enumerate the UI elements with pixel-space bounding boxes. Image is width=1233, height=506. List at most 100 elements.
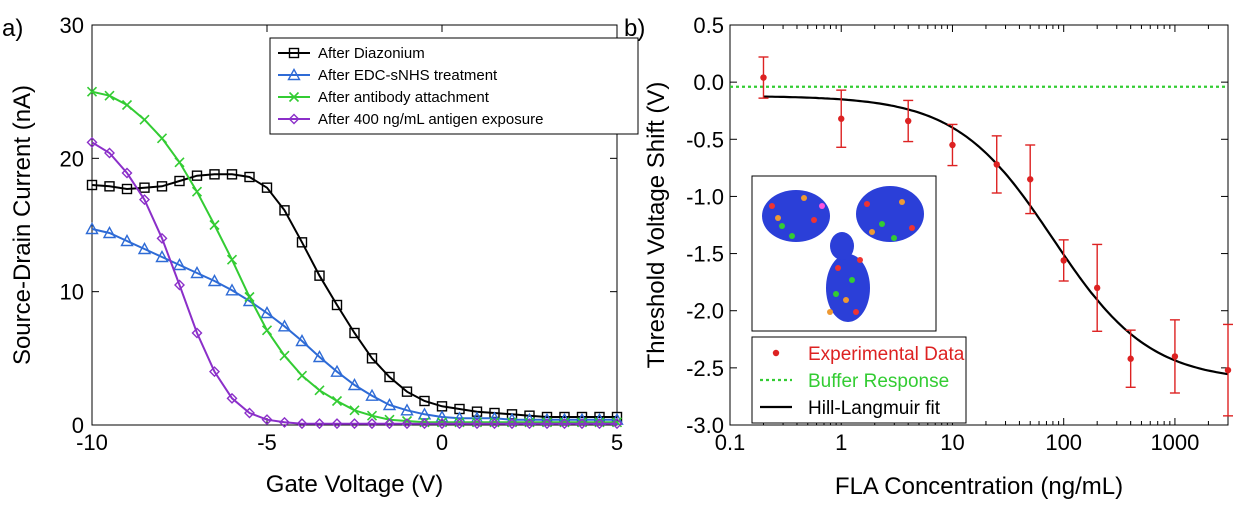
data-point-a (191, 327, 203, 339)
data-point-a (279, 205, 290, 216)
experimental-point (1025, 144, 1036, 215)
x-axis-label-b: FLA Concentration (ng/mL) (835, 473, 1123, 500)
data-point-a (104, 181, 115, 192)
y-tick-label-a: 20 (60, 146, 84, 171)
antibody-domain (856, 186, 924, 242)
antibody-residue (899, 199, 905, 205)
data-point-b (760, 74, 767, 81)
data-point-a (506, 418, 518, 430)
data-point-a (86, 179, 98, 191)
data-point-a (296, 237, 308, 248)
x-tick-label-a: 0 (436, 430, 448, 455)
experimental-point (1125, 329, 1136, 388)
data-point-b (993, 161, 1000, 168)
legend-box-b (751, 336, 967, 424)
data-point-b (949, 141, 956, 149)
data-point-a (279, 350, 290, 361)
data-point-a (174, 279, 185, 291)
antibody-residue (833, 291, 839, 297)
data-point-a (365, 388, 379, 401)
experimental-point (1058, 239, 1069, 282)
data-point-a (209, 169, 220, 180)
experimental-point (1223, 323, 1233, 417)
antibody-domain (762, 190, 830, 242)
legend-label-b: Experimental Data (808, 344, 965, 365)
data-point-a (576, 418, 588, 430)
data-point-b (1127, 355, 1134, 362)
data-point-a (104, 90, 115, 101)
antibody-residue (909, 225, 915, 231)
legend-b: Experimental Data Buffer Response Hill-Lan… (751, 336, 967, 424)
data-point-a (594, 418, 605, 430)
data-point-a (226, 169, 238, 180)
series-a-3 (86, 136, 623, 430)
data-point-a (156, 181, 168, 192)
chart-b: 0.1 1 10 100 1000 0.5 0.0 -0.5 -1.0 -1.5 -2.0 -2.5 -… (643, 13, 1233, 500)
data-point-a (454, 418, 465, 430)
data-point-a (207, 274, 222, 287)
data-point-a (401, 418, 413, 430)
data-point-b (905, 117, 912, 125)
x-tick-label-b: 100 (1045, 430, 1082, 455)
legend-marker-b (772, 349, 780, 357)
antibody-residue (853, 309, 859, 315)
panel-a-label: a) (2, 15, 23, 42)
data-point-a (349, 327, 360, 339)
y-tick-label-a: 10 (60, 280, 84, 305)
antibody-residue (769, 203, 775, 209)
chart-a: -10 -5 0 5 0 10 20 30 Gate Voltage (V) Source-Dra… (9, 13, 639, 498)
antibody-residue (843, 297, 849, 303)
data-point-a (244, 291, 255, 303)
data-point-a (244, 407, 255, 419)
x-tick-label-a: -10 (76, 430, 108, 455)
x-axis-label-a: Gate Voltage (V) (266, 471, 443, 498)
y-tick-label-b: -3.0 (686, 413, 724, 438)
data-point-a (121, 99, 133, 111)
antibody-residue (779, 223, 785, 229)
data-point-a (384, 371, 395, 383)
data-point-a (139, 114, 150, 125)
data-point-a (541, 418, 553, 430)
data-point-b (1093, 284, 1101, 292)
experimental-point (903, 99, 914, 143)
data-point-b (1060, 257, 1067, 264)
antibody-domain (826, 254, 870, 322)
data-point-a (331, 418, 343, 430)
data-point-a (524, 418, 535, 430)
data-point-a (191, 186, 203, 197)
y-axis-label-a: Source-Drain Current (nA) (9, 85, 36, 365)
legend-box-a (269, 37, 639, 135)
data-point-a (279, 416, 290, 428)
plot-frame-a (91, 24, 618, 426)
series-a-2 (86, 86, 623, 428)
data-point-a (314, 270, 325, 281)
data-point-a (104, 147, 115, 159)
antibody-residue (864, 201, 870, 207)
antibody-residue (827, 309, 833, 315)
data-point-a (174, 157, 185, 168)
data-point-a (331, 395, 343, 407)
y-tick-label-b: -0.5 (686, 127, 724, 152)
data-point-a (190, 266, 204, 279)
antibody-residue (869, 229, 875, 235)
plot-frame-b (729, 24, 1229, 426)
y-tick-label-b: 0.0 (693, 70, 724, 95)
series-line-a (91, 90, 617, 424)
legend-marker-a (288, 113, 300, 125)
data-point-a (314, 418, 325, 430)
data-point-a (260, 306, 274, 319)
antibody-residue (849, 277, 855, 283)
antibody-residue (857, 257, 863, 263)
legend-marker-a (288, 47, 300, 59)
data-point-a (559, 418, 570, 430)
data-point-a (139, 194, 150, 206)
legend-marker-a (287, 68, 301, 81)
legend-label-a: After Diazonium (318, 45, 425, 62)
legend-a: After Diazonium After EDC-sNHS treatment A… (269, 37, 639, 135)
x-tick-label-a: 5 (611, 430, 623, 455)
data-point-a (226, 254, 238, 265)
legend-marker-a (288, 91, 300, 103)
legend-label-a: After antibody attachment (318, 89, 490, 106)
series-line-a (91, 173, 617, 418)
